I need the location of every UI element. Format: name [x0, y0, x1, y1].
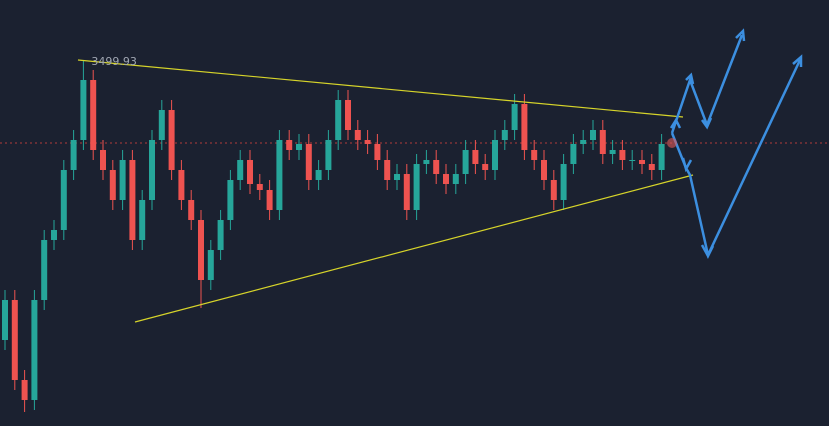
candle-body — [364, 140, 371, 144]
candle-body — [149, 140, 155, 200]
candle-body — [413, 164, 420, 210]
candle-body — [462, 150, 469, 174]
candle-body — [139, 200, 146, 240]
arrow-head — [685, 72, 695, 85]
arrow-head — [700, 244, 715, 259]
candle-body — [247, 160, 253, 184]
support-line — [134, 174, 694, 323]
candle-body — [315, 170, 322, 180]
candle-body — [109, 170, 116, 200]
candle-body — [70, 140, 77, 170]
candle-body — [198, 220, 204, 280]
candle-body — [492, 140, 498, 170]
candle-body — [541, 160, 547, 180]
candle-body — [178, 170, 185, 200]
candle-body — [609, 150, 616, 154]
candle-body — [80, 80, 87, 140]
candle-body — [423, 160, 430, 164]
candle-body — [256, 184, 263, 190]
candle-body — [276, 140, 283, 210]
candle-body — [403, 174, 410, 210]
arrow-head — [669, 117, 682, 129]
candle-body — [619, 150, 626, 160]
candle-body — [482, 164, 489, 170]
candle-body — [433, 160, 440, 174]
candle-body — [550, 180, 557, 200]
candle-body — [501, 130, 508, 140]
candle-body — [560, 164, 567, 200]
peak-label: 3499.93 — [91, 55, 136, 68]
candle-body — [2, 300, 8, 340]
candle-body — [207, 250, 214, 280]
candle-body — [658, 144, 665, 170]
candle-body — [41, 240, 48, 300]
candle-body — [599, 130, 606, 154]
candle-body — [648, 164, 655, 170]
candle-body — [51, 230, 57, 240]
candle-body — [158, 110, 165, 140]
projection-arrows — [669, 28, 803, 259]
candle-body — [11, 300, 18, 380]
candle-body — [580, 140, 587, 144]
candle-body — [511, 104, 518, 130]
price-marker — [667, 138, 677, 148]
candle-body — [237, 160, 244, 180]
arrow-head — [700, 117, 713, 130]
candle-body — [60, 170, 67, 230]
candle-body — [452, 174, 459, 184]
arrow-path-up — [670, 34, 744, 134]
candle-body — [227, 180, 234, 220]
candle-body — [119, 160, 126, 200]
candle-body — [443, 174, 449, 184]
candle-body — [90, 80, 97, 150]
candle-body — [335, 100, 342, 140]
candle-body — [531, 150, 538, 160]
candle-body — [129, 160, 136, 240]
candle-body — [394, 174, 400, 180]
candle-body — [305, 144, 312, 180]
candle-body — [266, 190, 273, 210]
arrow-path-down — [670, 59, 802, 259]
candle-body — [100, 150, 106, 170]
candle-body — [374, 144, 381, 160]
arrow-head — [735, 28, 746, 42]
candle-body — [521, 104, 528, 150]
candle-body — [325, 140, 332, 170]
candle-body — [354, 130, 361, 140]
candle-body — [188, 200, 195, 220]
candle-body — [629, 160, 636, 161]
candle-body — [296, 144, 302, 150]
candle-body — [590, 130, 596, 140]
candle-body — [31, 300, 38, 400]
candle-body — [168, 110, 175, 170]
candle-body — [286, 140, 293, 150]
candle-body — [21, 380, 28, 400]
candle-body — [639, 160, 645, 164]
candle-body — [472, 150, 479, 164]
candle-body — [570, 144, 577, 164]
candle-body — [384, 160, 391, 180]
candle-body — [345, 100, 351, 130]
arrow-head — [681, 157, 693, 173]
candles — [0, 60, 829, 412]
arrow-head — [792, 54, 803, 67]
resistance-line — [77, 59, 684, 118]
candle-body — [217, 220, 224, 250]
